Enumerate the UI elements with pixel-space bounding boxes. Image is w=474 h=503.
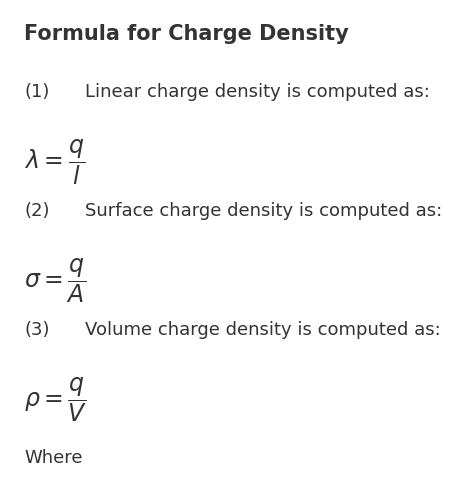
Text: Formula for Charge Density: Formula for Charge Density — [24, 24, 349, 44]
Text: $\lambda = \dfrac{q}{l}$: $\lambda = \dfrac{q}{l}$ — [24, 138, 85, 187]
Text: Surface charge density is computed as:: Surface charge density is computed as: — [85, 202, 442, 220]
Text: $\rho = \dfrac{q}{V}$: $\rho = \dfrac{q}{V}$ — [24, 375, 88, 424]
Text: (3): (3) — [24, 321, 50, 339]
Text: Volume charge density is computed as:: Volume charge density is computed as: — [85, 321, 440, 339]
Text: $\sigma = \dfrac{q}{A}$: $\sigma = \dfrac{q}{A}$ — [24, 257, 86, 305]
Text: (1): (1) — [24, 83, 50, 101]
Text: Where: Where — [24, 449, 83, 467]
Text: Linear charge density is computed as:: Linear charge density is computed as: — [85, 83, 429, 101]
Text: (2): (2) — [24, 202, 50, 220]
